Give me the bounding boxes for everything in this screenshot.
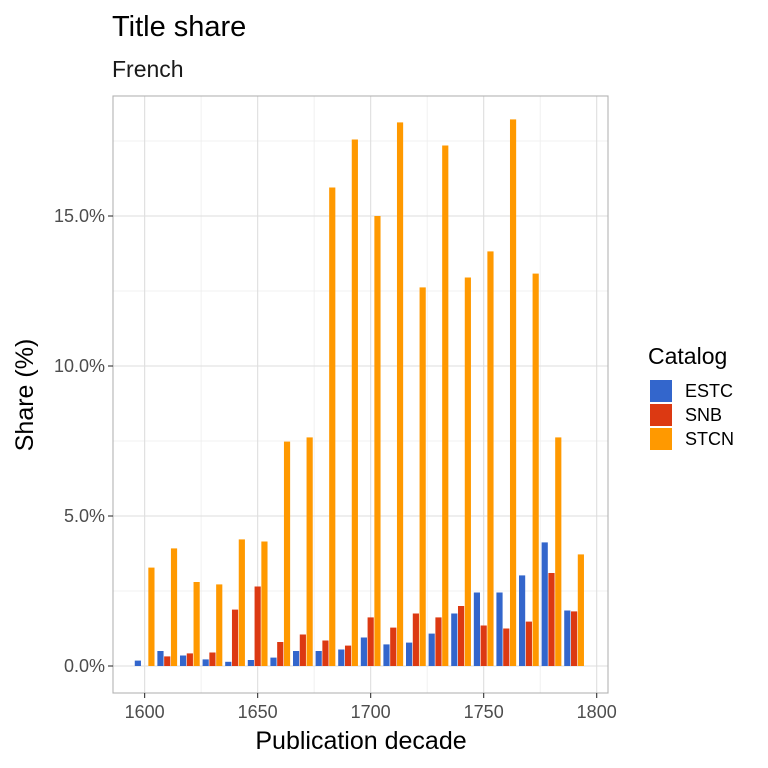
bar-estc [360, 637, 367, 666]
bar-snb [299, 634, 306, 666]
bar-estc [541, 542, 548, 666]
legend-key-snb [650, 404, 672, 426]
legend-key-estc [650, 380, 672, 402]
legend-key-stcn [650, 428, 672, 450]
x-tick-label: 1800 [577, 702, 617, 722]
bar-stcn [374, 216, 381, 666]
legend-title: Catalog [648, 343, 727, 369]
chart-title: Title share [112, 11, 246, 43]
plot-area: 0.0% 5.0% 10.0% 15.0% 1600 1650 1700 1750 1800 [54, 95, 617, 722]
bar-snb [254, 586, 261, 666]
bar-estc [451, 613, 458, 666]
x-tick-label: 1600 [125, 702, 165, 722]
y-tick-label: 5.0% [64, 506, 105, 526]
legend-label-stcn: STCN [685, 429, 734, 449]
bar-stcn [577, 554, 584, 666]
x-tick-label: 1700 [351, 702, 391, 722]
bar-estc [270, 657, 277, 666]
bar-estc [338, 649, 345, 666]
bar-stcn [283, 441, 291, 666]
bar-estc [473, 592, 480, 666]
bar-estc [202, 659, 209, 666]
bar-stcn [396, 122, 404, 666]
bar-stcn [261, 541, 268, 666]
panel-border [112, 95, 609, 694]
bar-estc [496, 592, 503, 666]
bar-snb [457, 606, 465, 666]
bar-stcn [464, 277, 471, 666]
bar-stcn [555, 437, 562, 666]
bar-stcn [216, 584, 223, 666]
x-tick-label: 1650 [238, 702, 278, 722]
bar-stcn [487, 251, 494, 666]
bar-snb [571, 611, 578, 666]
bar-estc [225, 661, 232, 666]
bar-snb [480, 625, 487, 666]
bar-stcn [419, 287, 426, 666]
y-tick-label: 15.0% [54, 206, 105, 226]
legend-label-estc: ESTC [685, 381, 733, 401]
bar-stcn [193, 582, 200, 666]
bar-estc [247, 660, 254, 666]
bar-snb [435, 617, 442, 666]
bar-snb [367, 617, 374, 666]
bar-snb [164, 656, 171, 666]
bar-estc [157, 651, 164, 666]
bar-stcn [148, 567, 155, 666]
bar-snb [525, 621, 532, 666]
legend-label-snb: SNB [685, 405, 722, 425]
bar-snb [390, 627, 397, 666]
bar-snb [548, 573, 555, 666]
bar-estc [406, 642, 413, 666]
chart-subtitle: French [112, 56, 184, 82]
y-tick-label: 0.0% [64, 656, 105, 676]
x-tick-label: 1750 [464, 702, 504, 722]
bar-estc [134, 660, 141, 666]
y-axis-title: Share (%) [11, 339, 39, 452]
bar-snb [186, 653, 193, 666]
bar-estc [292, 651, 300, 666]
bar-snb [412, 613, 419, 666]
bar-snb [322, 640, 329, 666]
bar-estc [564, 610, 571, 666]
bar-estc [519, 575, 526, 666]
bar-snb [344, 645, 352, 666]
bar-stcn [442, 145, 449, 666]
bar-stcn [509, 119, 517, 666]
bar-stcn [329, 187, 336, 666]
legend: Catalog ESTC SNB STCN [648, 343, 734, 450]
bar-stcn [532, 273, 539, 666]
bar-estc [179, 655, 187, 666]
bar-estc [315, 651, 322, 666]
bar-snb [277, 642, 284, 666]
x-axis-title: Publication decade [255, 727, 466, 755]
bar-estc [383, 644, 390, 666]
y-tick-label: 10.0% [54, 356, 105, 376]
bar-stcn [351, 139, 358, 666]
bar-snb [231, 609, 239, 666]
bar-stcn [238, 539, 245, 666]
bar-snb [209, 652, 216, 666]
bar-estc [428, 633, 435, 666]
bar-stcn [306, 437, 313, 666]
bar-stcn [170, 548, 178, 666]
bar-snb [503, 628, 510, 666]
